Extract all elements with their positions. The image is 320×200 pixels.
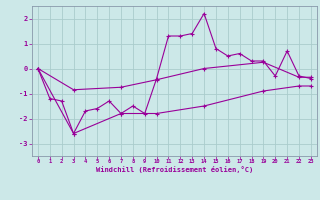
X-axis label: Windchill (Refroidissement éolien,°C): Windchill (Refroidissement éolien,°C): [96, 166, 253, 173]
